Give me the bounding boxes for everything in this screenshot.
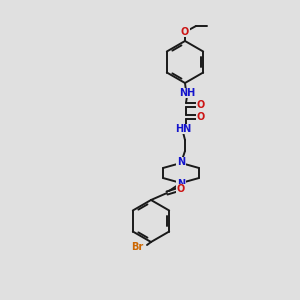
- Text: N: N: [177, 157, 185, 167]
- Text: Br: Br: [131, 242, 143, 252]
- Text: O: O: [181, 27, 189, 37]
- Text: NH: NH: [179, 88, 195, 98]
- Text: O: O: [197, 100, 205, 110]
- Text: O: O: [177, 184, 185, 194]
- Text: O: O: [197, 112, 205, 122]
- Text: N: N: [177, 179, 185, 189]
- Text: HN: HN: [175, 124, 191, 134]
